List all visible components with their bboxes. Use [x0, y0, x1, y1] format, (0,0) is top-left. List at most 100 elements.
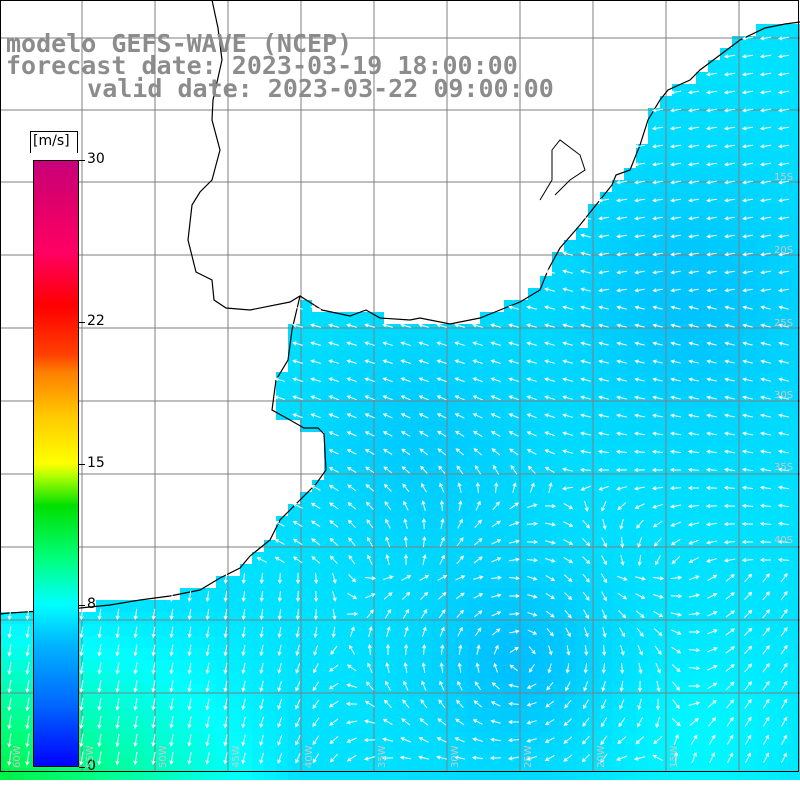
wind-vector [778, 198, 789, 203]
wind-speed-cell [120, 672, 132, 684]
wind-speed-cell [384, 528, 396, 540]
wind-speed-cell [588, 300, 600, 312]
wind-speed-cell [744, 384, 756, 396]
wind-speed-cell [564, 408, 576, 420]
wind-speed-cell [444, 336, 456, 348]
wind-speed-cell [312, 576, 324, 588]
wind-vector [616, 270, 627, 275]
wind-speed-cell [432, 624, 444, 636]
wind-speed-cell [600, 228, 612, 240]
wind-speed-cell [636, 564, 648, 576]
wind-speed-cell [792, 348, 800, 360]
wind-vector [669, 90, 682, 95]
wind-speed-cell [612, 408, 624, 420]
wind-speed-cell [588, 768, 600, 780]
wind-speed-cell [516, 660, 528, 672]
wind-speed-cell [432, 324, 444, 336]
wind-speed-cell [636, 756, 648, 768]
longitude-label: 15W [669, 745, 680, 768]
wind-speed-cell [240, 684, 252, 696]
wind-speed-cell [324, 708, 336, 720]
wind-speed-cell [780, 768, 792, 780]
wind-speed-cell [612, 384, 624, 396]
wind-speed-cell [768, 420, 780, 432]
wind-speed-cell [396, 708, 408, 720]
wind-speed-cell [720, 588, 732, 600]
latitude-label: 30S [774, 390, 794, 401]
wind-speed-cell [228, 672, 240, 684]
wind-speed-cell [588, 528, 600, 540]
wind-speed-cell [516, 384, 528, 396]
wind-speed-cell [336, 420, 348, 432]
wind-speed-cell [588, 264, 600, 276]
wind-speed-cell [576, 324, 588, 336]
wind-speed-cell [216, 708, 228, 720]
wind-speed-cell [648, 372, 660, 384]
wind-speed-cell [624, 744, 636, 756]
wind-speed-cell [708, 540, 720, 552]
wind-speed-cell [372, 420, 384, 432]
wind-speed-cell [720, 408, 732, 420]
wind-speed-cell [768, 636, 780, 648]
wind-speed-cell [732, 348, 744, 360]
wind-speed-cell [408, 336, 420, 348]
wind-speed-cell [792, 600, 800, 612]
wind-vector [760, 305, 771, 310]
wind-speed-cell [300, 372, 312, 384]
wind-speed-cell [612, 228, 624, 240]
wind-speed-cell [252, 660, 264, 672]
wind-speed-cell [696, 564, 708, 576]
wind-speed-cell [420, 600, 432, 612]
wind-speed-cell [456, 420, 468, 432]
wind-speed-cell [408, 480, 420, 492]
wind-speed-cell [456, 408, 468, 420]
wind-speed-cell [504, 576, 516, 588]
wind-speed-cell [420, 708, 432, 720]
wind-speed-cell [588, 372, 600, 384]
wind-speed-cell [564, 336, 576, 348]
wind-speed-cell [732, 552, 744, 564]
wind-speed-cell [492, 516, 504, 528]
wind-speed-cell [552, 312, 564, 324]
wind-speed-cell [600, 324, 612, 336]
wind-speed-cell [744, 348, 756, 360]
wind-speed-cell [732, 120, 744, 132]
wind-speed-cell [492, 456, 504, 468]
wind-speed-cell [396, 456, 408, 468]
wind-speed-cell [516, 444, 528, 456]
wind-speed-cell [768, 144, 780, 156]
wind-speed-cell [540, 612, 552, 624]
wind-speed-cell [564, 456, 576, 468]
wind-speed-cell [480, 624, 492, 636]
wind-speed-cell [336, 756, 348, 768]
wind-speed-cell [564, 660, 576, 672]
wind-speed-cell [516, 768, 528, 780]
wind-speed-cell [588, 480, 600, 492]
wind-speed-cell [300, 552, 312, 564]
wind-speed-cell [444, 420, 456, 432]
wind-speed-cell [204, 684, 216, 696]
wind-speed-cell [648, 240, 660, 252]
wind-vector [723, 72, 736, 77]
wind-speed-cell [624, 372, 636, 384]
wind-speed-cell [492, 648, 504, 660]
wind-speed-cell [780, 180, 792, 192]
wind-speed-cell [420, 372, 432, 384]
wind-vector [346, 323, 357, 328]
wind-speed-cell [612, 396, 624, 408]
wind-speed-cell [408, 528, 420, 540]
wind-speed-cell [528, 444, 540, 456]
wind-speed-cell [264, 696, 276, 708]
wind-speed-cell [756, 420, 768, 432]
wind-speed-cell [744, 576, 756, 588]
wind-speed-cell [360, 324, 372, 336]
wind-speed-cell [408, 672, 420, 684]
wind-speed-cell [552, 612, 564, 624]
wind-vector [580, 323, 591, 328]
wind-speed-cell [420, 528, 432, 540]
wind-speed-cell [516, 696, 528, 708]
wind-speed-cell [492, 432, 504, 444]
wind-speed-cell [492, 420, 504, 432]
wind-speed-cell [756, 636, 768, 648]
wind-vectors [7, 36, 790, 766]
